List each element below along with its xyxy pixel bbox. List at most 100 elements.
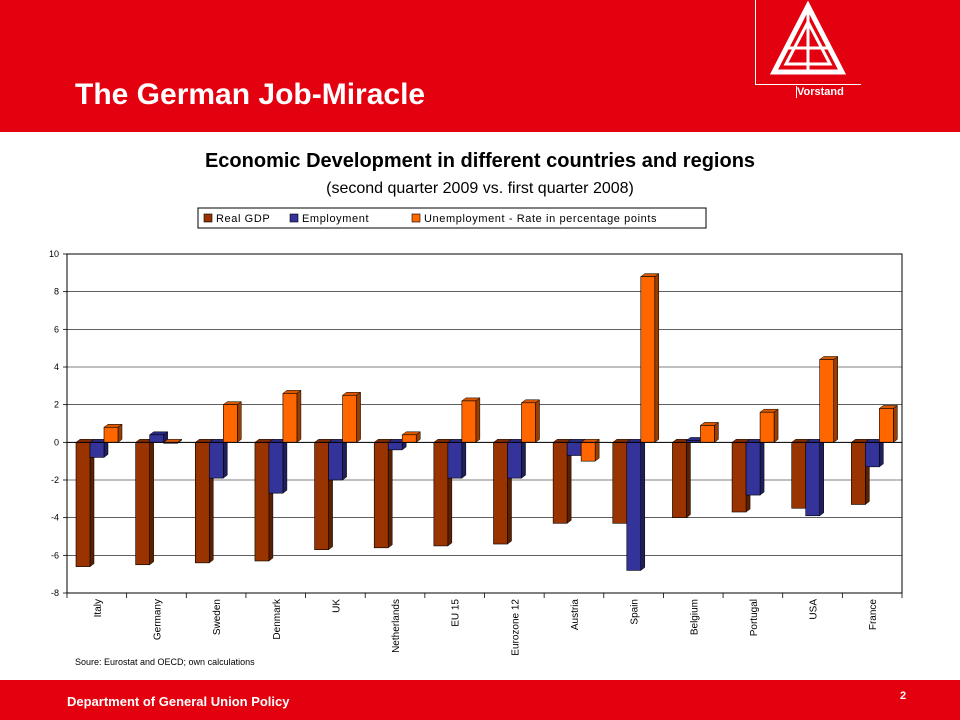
- x-tick-label: Portugal: [749, 599, 760, 636]
- x-tick-label: Germany: [152, 599, 163, 640]
- bar: [222, 404, 238, 443]
- bar-side: [833, 355, 838, 443]
- bar-side: [356, 391, 361, 443]
- legend-swatch: [203, 213, 213, 223]
- y-tick-label: 2: [54, 400, 59, 410]
- plot-area: -8 -6 -4 -2 0 2 4 6 8 10 Italy Germany Sweden Denmark…: [49, 249, 903, 656]
- bar-side: [714, 421, 719, 443]
- bar: [149, 434, 164, 443]
- legend-swatch: [411, 213, 421, 223]
- bar: [135, 442, 150, 566]
- bar: [580, 442, 596, 462]
- chart-legend: Real GDP Employment Unemployment - Rate in…: [197, 207, 707, 229]
- bar: [759, 411, 775, 443]
- bar-side: [149, 438, 154, 566]
- bar: [447, 442, 463, 479]
- bar: [507, 442, 522, 479]
- chart-title: Economic Development in different countr…: [204, 150, 756, 172]
- logo-frame: [755, 0, 861, 85]
- bar: [461, 400, 477, 443]
- bar: [612, 442, 628, 524]
- y-tick-label: 8: [54, 287, 59, 297]
- y-tick-label: -6: [51, 550, 59, 560]
- x-tick-label: EU 15: [451, 599, 462, 627]
- bar-side: [89, 438, 95, 568]
- bar: [433, 442, 449, 547]
- bar: [328, 442, 343, 481]
- bar-side: [535, 399, 540, 443]
- bar: [89, 442, 105, 458]
- legend-label: Unemployment - Rate in percentage points: [424, 213, 657, 225]
- bar: [268, 442, 284, 494]
- legend-box: [197, 207, 707, 229]
- bar: [103, 426, 119, 443]
- bar-chart: Real GDP Employment Unemployment - Rate in…: [49, 207, 903, 656]
- y-tick-label: -4: [51, 513, 59, 523]
- bar: [208, 442, 224, 479]
- x-tick-label: Spain: [630, 599, 641, 625]
- bar: [791, 442, 807, 509]
- x-tick-label: UK: [331, 599, 342, 613]
- bar-side: [342, 438, 347, 481]
- x-tick-label: Sweden: [212, 599, 223, 635]
- bar: [672, 442, 687, 518]
- page-title: The German Job-Miracle: [75, 78, 426, 111]
- bar-side: [819, 438, 824, 517]
- x-tick-label: Italy: [93, 599, 104, 617]
- bar-side: [223, 438, 228, 479]
- bar: [700, 425, 715, 443]
- y-tick-label: -8: [51, 588, 59, 598]
- bar: [745, 442, 761, 496]
- y-tick-label: 10: [49, 249, 59, 259]
- bar-side: [475, 397, 481, 443]
- page-number: 2: [900, 690, 907, 702]
- igm-logo: [769, 0, 847, 75]
- bar: [851, 442, 866, 505]
- bar: [566, 442, 582, 456]
- bar: [282, 393, 298, 443]
- bar-side: [773, 408, 779, 443]
- bar-side: [893, 404, 898, 443]
- y-tick-label: -2: [51, 475, 59, 485]
- footer-bar: [0, 680, 960, 720]
- y-tick-label: 4: [54, 362, 59, 372]
- bar: [731, 442, 747, 513]
- legend-label: Real GDP: [216, 213, 270, 225]
- bar-side: [640, 438, 646, 571]
- bar: [387, 442, 403, 451]
- bar-side: [237, 401, 242, 443]
- bar-side: [282, 438, 288, 494]
- department-label: Department of General Union Policy: [67, 694, 290, 709]
- x-tick-label: USA: [809, 599, 820, 620]
- bar: [865, 442, 880, 468]
- bar-side: [296, 389, 302, 443]
- x-tick-label: Eurozone 12: [510, 599, 521, 656]
- bar-side: [521, 438, 526, 479]
- x-tick-label: Netherlands: [391, 599, 402, 653]
- chart-subtitle: (second quarter 2009 vs. first quarter 2…: [326, 180, 634, 197]
- x-tick-label: France: [868, 599, 879, 631]
- y-tick-label: 6: [54, 324, 59, 334]
- legend-swatch: [289, 213, 299, 223]
- bar: [342, 394, 357, 443]
- org-label: Vorstand: [797, 86, 844, 98]
- bar: [819, 359, 835, 443]
- bar: [254, 442, 270, 562]
- bar: [640, 276, 656, 443]
- bar-side: [879, 438, 884, 468]
- bar: [879, 408, 894, 443]
- y-tick-label: 0: [54, 437, 59, 447]
- legend-label: Employment: [302, 213, 369, 225]
- bar: [194, 442, 210, 564]
- bar: [626, 442, 642, 571]
- bar-side: [759, 438, 765, 496]
- bar: [75, 442, 91, 567]
- bar: [373, 442, 389, 549]
- bar: [552, 442, 568, 524]
- org-divider: [796, 86, 797, 98]
- x-tick-label: Belgium: [689, 599, 700, 635]
- bar: [493, 442, 508, 545]
- bar-side: [387, 438, 393, 549]
- bar-side: [654, 273, 660, 443]
- bar-side: [686, 438, 691, 519]
